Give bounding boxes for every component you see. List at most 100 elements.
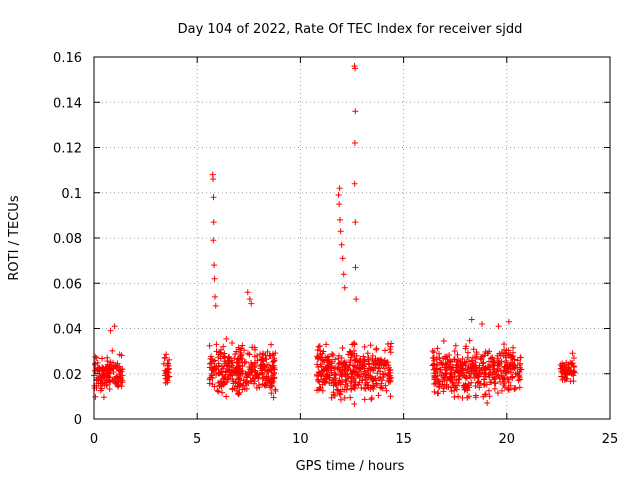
data-point xyxy=(247,360,254,367)
data-point xyxy=(440,385,447,392)
data-point xyxy=(272,386,279,393)
data-point xyxy=(235,365,242,372)
data-point xyxy=(485,387,492,394)
data-point-outlier xyxy=(246,296,253,303)
data-point xyxy=(454,358,461,365)
data-point xyxy=(461,359,468,366)
data-point xyxy=(243,371,250,378)
data-point xyxy=(237,350,244,357)
data-point xyxy=(94,374,101,381)
data-point-outlier xyxy=(505,318,512,325)
data-point xyxy=(337,396,344,403)
data-point xyxy=(358,365,365,372)
data-point xyxy=(342,371,349,378)
data-point xyxy=(442,361,449,368)
data-point xyxy=(356,358,363,365)
data-point xyxy=(347,394,354,401)
data-point xyxy=(480,359,487,366)
data-point xyxy=(264,348,271,355)
data-point xyxy=(214,387,221,394)
data-point xyxy=(100,394,107,401)
data-point-outlier xyxy=(211,275,218,282)
data-point xyxy=(93,354,100,361)
data-point xyxy=(219,389,226,396)
data-point xyxy=(379,370,386,377)
data-point xyxy=(491,368,498,375)
data-point xyxy=(482,391,489,398)
data-point xyxy=(208,353,215,360)
data-point xyxy=(496,362,503,369)
data-point xyxy=(382,382,389,389)
data-point xyxy=(213,348,220,355)
data-point xyxy=(103,382,110,389)
data-point xyxy=(104,366,111,373)
x-tick-label: 25 xyxy=(602,432,619,447)
data-point xyxy=(236,389,243,396)
data-point xyxy=(353,357,360,364)
data-point xyxy=(342,381,349,388)
data-point xyxy=(248,378,255,385)
data-point xyxy=(166,356,173,363)
data-point xyxy=(323,341,330,348)
data-point xyxy=(351,401,358,408)
data-point xyxy=(91,367,98,374)
data-point xyxy=(215,388,222,395)
data-point xyxy=(206,342,213,349)
data-point xyxy=(359,377,366,384)
data-point-outlier xyxy=(111,323,118,330)
data-point xyxy=(216,382,223,389)
data-point xyxy=(448,388,455,395)
data-point xyxy=(442,353,449,360)
data-point xyxy=(104,358,111,365)
data-point xyxy=(510,363,517,370)
data-point xyxy=(481,382,488,389)
data-point xyxy=(254,357,261,364)
x-tick-label: 0 xyxy=(90,432,98,447)
data-point xyxy=(316,378,323,385)
data-point xyxy=(331,392,338,399)
data-point xyxy=(499,375,506,382)
data-point xyxy=(221,353,228,360)
data-point xyxy=(232,351,239,358)
data-point xyxy=(329,351,336,358)
data-point xyxy=(270,362,277,369)
data-point xyxy=(494,389,501,396)
data-point xyxy=(92,361,99,368)
data-point xyxy=(260,374,267,381)
data-point xyxy=(239,386,246,393)
data-point xyxy=(511,385,518,392)
data-point xyxy=(370,364,377,371)
data-point xyxy=(233,348,240,355)
data-point xyxy=(331,372,338,379)
data-point xyxy=(315,377,322,384)
data-point xyxy=(364,382,371,389)
data-point xyxy=(255,374,262,381)
data-point xyxy=(470,346,477,353)
y-tick-label: 0.06 xyxy=(53,277,82,292)
data-point xyxy=(505,376,512,383)
data-point xyxy=(268,379,275,386)
data-point xyxy=(372,375,379,382)
data-point xyxy=(256,371,263,378)
data-point xyxy=(496,374,503,381)
data-point xyxy=(338,373,345,380)
data-point xyxy=(479,360,486,367)
data-point xyxy=(265,362,272,369)
data-point xyxy=(498,387,505,394)
data-point xyxy=(465,384,472,391)
data-point xyxy=(501,384,508,391)
grid-lines xyxy=(94,57,610,419)
data-point xyxy=(454,351,461,358)
data-point xyxy=(499,349,506,356)
data-point xyxy=(163,351,170,358)
data-point xyxy=(475,372,482,379)
data-point xyxy=(268,341,275,348)
data-point xyxy=(164,362,171,369)
data-point xyxy=(435,383,442,390)
data-point xyxy=(484,363,491,370)
data-point xyxy=(438,359,445,366)
x-tick-label: 5 xyxy=(193,432,201,447)
data-point xyxy=(166,373,173,380)
data-point xyxy=(476,362,483,369)
